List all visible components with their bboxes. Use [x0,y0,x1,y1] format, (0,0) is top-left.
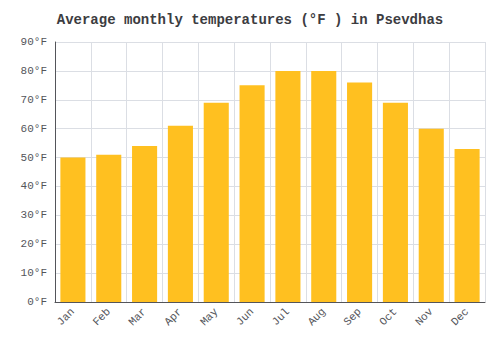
svg-text:Jun: Jun [234,306,256,328]
svg-text:Dec: Dec [449,306,471,328]
svg-text:Mar: Mar [126,306,148,328]
svg-text:Feb: Feb [91,306,113,328]
svg-text:60°F: 60°F [21,123,47,135]
svg-text:40°F: 40°F [21,180,47,192]
svg-text:30°F: 30°F [21,209,47,221]
svg-text:Aug: Aug [306,306,328,328]
svg-text:Average monthly temperatures (: Average monthly temperatures (°F ) in Ps… [57,12,443,28]
svg-text:50°F: 50°F [21,152,47,164]
svg-text:20°F: 20°F [21,238,47,250]
svg-text:Oct: Oct [377,306,399,328]
svg-text:80°F: 80°F [21,65,47,77]
svg-text:0°F: 0°F [27,296,47,308]
svg-text:Nov: Nov [413,305,436,328]
svg-text:Sep: Sep [341,306,363,328]
svg-text:10°F: 10°F [21,267,47,279]
svg-text:Jan: Jan [55,306,77,328]
svg-text:Apr: Apr [162,306,184,328]
svg-text:May: May [198,305,221,328]
svg-text:70°F: 70°F [21,94,47,106]
svg-text:Jul: Jul [270,306,292,328]
svg-text:90°F: 90°F [21,36,47,48]
